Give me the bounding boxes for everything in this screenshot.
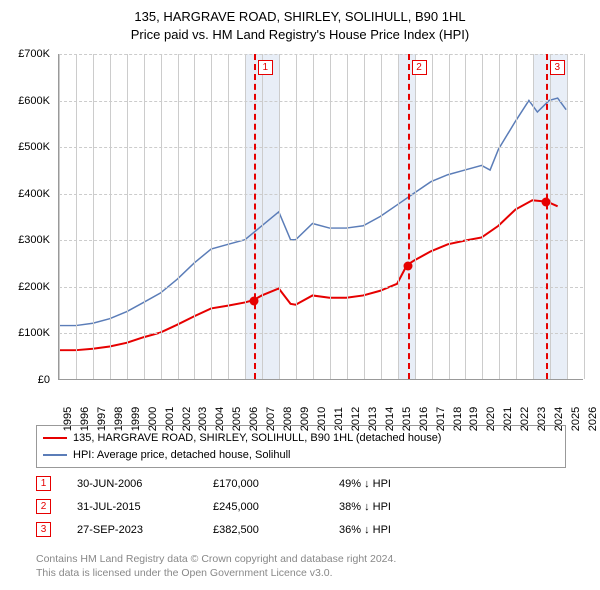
sale-dot	[403, 261, 412, 270]
event-date: 27-SEP-2023	[77, 524, 187, 536]
gridline-v	[76, 54, 77, 379]
event-line	[546, 54, 548, 379]
x-axis: 1995199619971998199920002001200220032004…	[58, 385, 583, 425]
gridline-v	[211, 54, 212, 379]
gridline-v	[228, 54, 229, 379]
event-diff: 49% ↓ HPI	[339, 478, 459, 490]
event-number: 3	[36, 522, 51, 537]
gridline-v	[381, 54, 382, 379]
legend-swatch	[43, 437, 67, 439]
legend-row: HPI: Average price, detached house, Soli…	[43, 447, 559, 464]
gridline-h	[59, 147, 583, 148]
gridline-v	[516, 54, 517, 379]
event-line	[254, 54, 256, 379]
event-marker: 3	[550, 60, 565, 75]
gridline-v	[279, 54, 280, 379]
title-subtitle: Price paid vs. HM Land Registry's House …	[0, 26, 600, 44]
gridline-v	[465, 54, 466, 379]
event-marker: 2	[412, 60, 427, 75]
y-tick-label: £500K	[4, 141, 50, 153]
event-row: 1 30-JUN-2006 £170,000 49% ↓ HPI	[36, 472, 566, 495]
gridline-v	[415, 54, 416, 379]
event-price: £170,000	[213, 478, 313, 490]
legend-row: 135, HARGRAVE ROAD, SHIRLEY, SOLIHULL, B…	[43, 430, 559, 447]
gridline-v	[93, 54, 94, 379]
gridline-v	[364, 54, 365, 379]
attribution-line1: Contains HM Land Registry data © Crown c…	[36, 552, 566, 566]
event-line	[408, 54, 410, 379]
plot-area: 1 2 3	[58, 54, 583, 380]
gridline-v	[262, 54, 263, 379]
gridline-v	[432, 54, 433, 379]
gridline-v	[449, 54, 450, 379]
y-tick-label: £200K	[4, 281, 50, 293]
legend-swatch	[43, 454, 67, 456]
event-row: 2 31-JUL-2015 £245,000 38% ↓ HPI	[36, 495, 566, 518]
legend-label: 135, HARGRAVE ROAD, SHIRLEY, SOLIHULL, B…	[73, 430, 441, 447]
y-tick-label: £300K	[4, 234, 50, 246]
event-date: 31-JUL-2015	[77, 501, 187, 513]
attribution: Contains HM Land Registry data © Crown c…	[36, 552, 566, 580]
gridline-v	[398, 54, 399, 379]
y-tick-label: £0	[4, 374, 50, 386]
gridline-v	[482, 54, 483, 379]
legend-label: HPI: Average price, detached house, Soli…	[73, 447, 291, 464]
line-series-svg	[59, 54, 583, 379]
gridline-v	[59, 54, 60, 379]
gridline-v	[296, 54, 297, 379]
gridline-h	[59, 101, 583, 102]
gridline-h	[59, 54, 583, 55]
legend: 135, HARGRAVE ROAD, SHIRLEY, SOLIHULL, B…	[36, 425, 566, 468]
gridline-v	[127, 54, 128, 379]
event-price: £245,000	[213, 501, 313, 513]
gridline-v	[533, 54, 534, 379]
title-address: 135, HARGRAVE ROAD, SHIRLEY, SOLIHULL, B…	[0, 8, 600, 26]
x-tick-label: 2025	[570, 407, 582, 431]
y-tick-label: £400K	[4, 188, 50, 200]
event-number: 1	[36, 476, 51, 491]
y-tick-label: £700K	[4, 48, 50, 60]
sale-dot	[249, 296, 258, 305]
y-tick-label: £600K	[4, 95, 50, 107]
y-axis: £0£100K£200K£300K£400K£500K£600K£700K	[4, 54, 54, 380]
gridline-h	[59, 333, 583, 334]
gridline-v	[567, 54, 568, 379]
title-block: 135, HARGRAVE ROAD, SHIRLEY, SOLIHULL, B…	[0, 0, 600, 44]
gridline-v	[499, 54, 500, 379]
event-price: £382,500	[213, 524, 313, 536]
gridline-v	[194, 54, 195, 379]
gridline-v	[161, 54, 162, 379]
gridline-v	[245, 54, 246, 379]
gridline-v	[110, 54, 111, 379]
gridline-h	[59, 194, 583, 195]
gridline-h	[59, 287, 583, 288]
event-row: 3 27-SEP-2023 £382,500 36% ↓ HPI	[36, 518, 566, 541]
chart-container: 135, HARGRAVE ROAD, SHIRLEY, SOLIHULL, B…	[0, 0, 600, 590]
y-tick-label: £100K	[4, 327, 50, 339]
gridline-v	[178, 54, 179, 379]
gridline-v	[584, 54, 585, 379]
gridline-v	[330, 54, 331, 379]
gridline-v	[313, 54, 314, 379]
gridline-v	[144, 54, 145, 379]
attribution-line2: This data is licensed under the Open Gov…	[36, 566, 566, 580]
gridline-h	[59, 240, 583, 241]
event-diff: 38% ↓ HPI	[339, 501, 459, 513]
event-marker: 1	[258, 60, 273, 75]
gridline-v	[347, 54, 348, 379]
events-table: 1 30-JUN-2006 £170,000 49% ↓ HPI 2 31-JUL-201…	[36, 472, 566, 541]
sale-dot	[541, 197, 550, 206]
event-number: 2	[36, 499, 51, 514]
event-date: 30-JUN-2006	[77, 478, 187, 490]
x-tick-label: 2026	[587, 407, 599, 431]
event-diff: 36% ↓ HPI	[339, 524, 459, 536]
gridline-v	[550, 54, 551, 379]
